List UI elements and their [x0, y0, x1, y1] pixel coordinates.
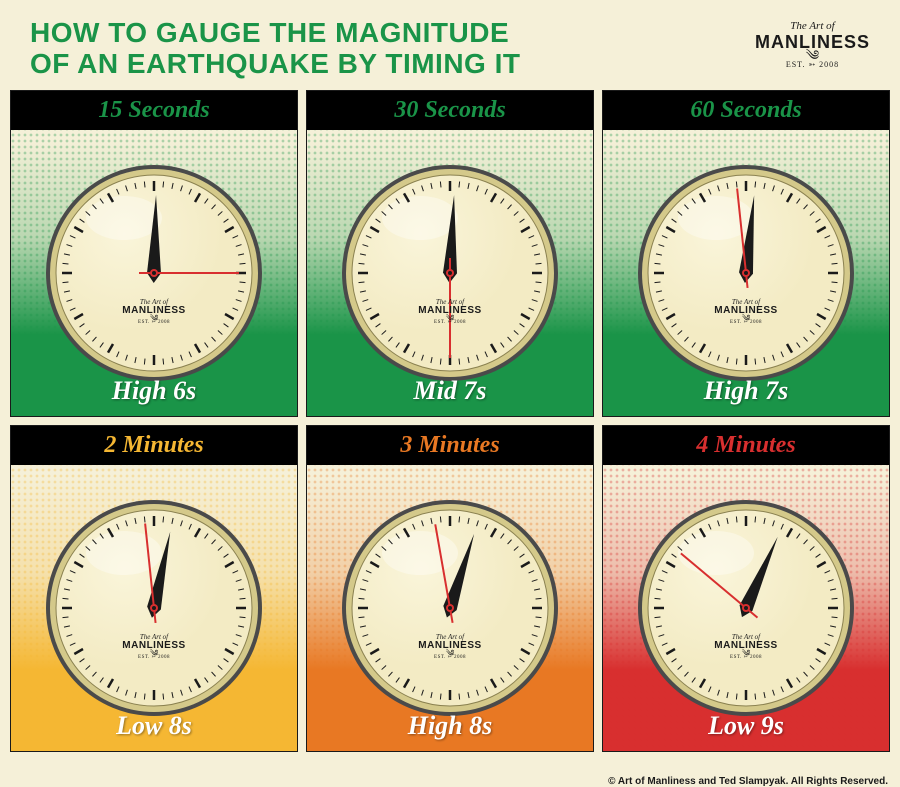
- panel-grid: 15 Seconds The Art of MANLINESS ༄ EST. ➳…: [0, 90, 900, 762]
- panel-time-label: 4 Minutes: [603, 426, 889, 465]
- clock-container: The Art of MANLINESS ༄ EST. ➳ 2008: [11, 465, 297, 751]
- clock-icon: The Art of MANLINESS ༄ EST. ➳ 2008: [340, 163, 560, 383]
- panel-4: 3 Minutes The Art of MANLINESS ༄ EST. ➳ …: [306, 425, 594, 752]
- clock-face-logo: The Art of MANLINESS ༄ EST. ➳ 2008: [122, 634, 185, 661]
- clock-container: The Art of MANLINESS ༄ EST. ➳ 2008: [603, 130, 889, 416]
- panel-3: 2 Minutes The Art of MANLINESS ༄ EST. ➳ …: [10, 425, 298, 752]
- clock-face-logo: The Art of MANLINESS ༄ EST. ➳ 2008: [714, 299, 777, 326]
- panel-time-label: 3 Minutes: [307, 426, 593, 465]
- magnitude-label: Low 8s: [11, 711, 297, 741]
- panel-time-label: 30 Seconds: [307, 91, 593, 130]
- magnitude-label: High 6s: [11, 376, 297, 406]
- logo-tagline: The Art of: [755, 20, 870, 32]
- logo-est: EST. ➳ 2008: [755, 60, 870, 69]
- page-title: HOW TO GAUGE THE MAGNITUDE OF AN EARTHQU…: [30, 18, 521, 80]
- clock-container: The Art of MANLINESS ༄ EST. ➳ 2008: [603, 465, 889, 751]
- clock-icon: The Art of MANLINESS ༄ EST. ➳ 2008: [44, 498, 264, 718]
- clock-container: The Art of MANLINESS ༄ EST. ➳ 2008: [307, 465, 593, 751]
- magnitude-label: High 8s: [307, 711, 593, 741]
- panel-time-label: 2 Minutes: [11, 426, 297, 465]
- title-line-1: HOW TO GAUGE THE MAGNITUDE: [30, 18, 521, 49]
- panel-time-label: 15 Seconds: [11, 91, 297, 130]
- title-line-2: OF AN EARTHQUAKE BY TIMING IT: [30, 49, 521, 80]
- copyright-text: © Art of Manliness and Ted Slampyak. All…: [608, 776, 888, 787]
- clock-face-logo: The Art of MANLINESS ༄ EST. ➳ 2008: [418, 634, 481, 661]
- clock-icon: The Art of MANLINESS ༄ EST. ➳ 2008: [636, 163, 856, 383]
- clock-icon: The Art of MANLINESS ༄ EST. ➳ 2008: [340, 498, 560, 718]
- magnitude-label: Mid 7s: [307, 376, 593, 406]
- magnitude-label: High 7s: [603, 376, 889, 406]
- clock-container: The Art of MANLINESS ༄ EST. ➳ 2008: [307, 130, 593, 416]
- clock-face-logo: The Art of MANLINESS ༄ EST. ➳ 2008: [418, 299, 481, 326]
- magnitude-label: Low 9s: [603, 711, 889, 741]
- header: HOW TO GAUGE THE MAGNITUDE OF AN EARTHQU…: [0, 0, 900, 90]
- clock-face-logo: The Art of MANLINESS ༄ EST. ➳ 2008: [714, 634, 777, 661]
- clock-container: The Art of MANLINESS ༄ EST. ➳ 2008: [11, 130, 297, 416]
- clock-icon: The Art of MANLINESS ༄ EST. ➳ 2008: [44, 163, 264, 383]
- clock-face-logo: The Art of MANLINESS ༄ EST. ➳ 2008: [122, 299, 185, 326]
- panel-5: 4 Minutes The Art of MANLINESS ༄ EST. ➳ …: [602, 425, 890, 752]
- brand-logo: The Art of MANLINESS ༄ EST. ➳ 2008: [755, 18, 870, 69]
- panel-2: 60 Seconds The Art of MANLINESS ༄ EST. ➳…: [602, 90, 890, 417]
- mustache-icon: ༄: [755, 53, 870, 60]
- clock-icon: The Art of MANLINESS ༄ EST. ➳ 2008: [636, 498, 856, 718]
- panel-time-label: 60 Seconds: [603, 91, 889, 130]
- panel-0: 15 Seconds The Art of MANLINESS ༄ EST. ➳…: [10, 90, 298, 417]
- panel-1: 30 Seconds The Art of MANLINESS ༄ EST. ➳…: [306, 90, 594, 417]
